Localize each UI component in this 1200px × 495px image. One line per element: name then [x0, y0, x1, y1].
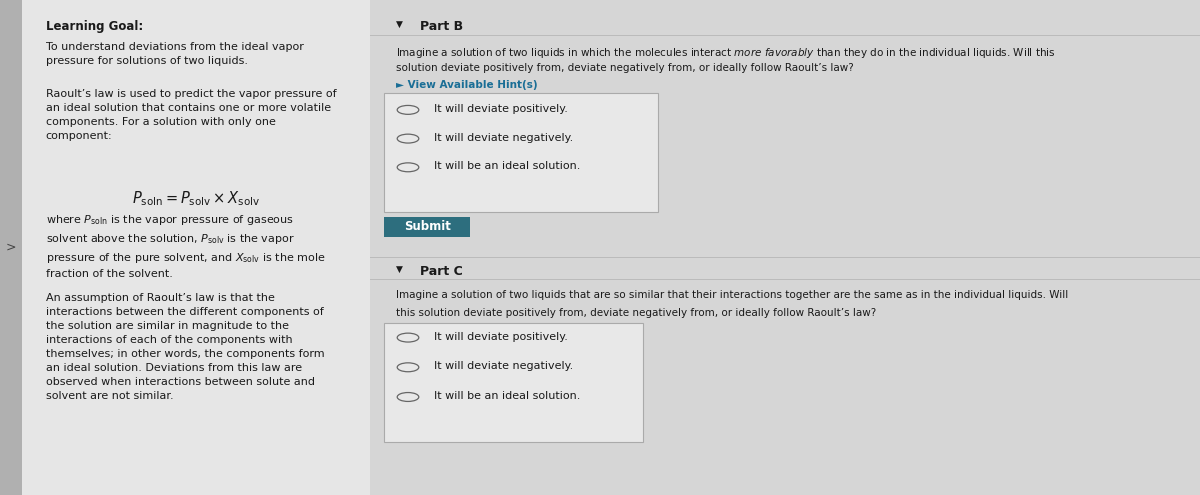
- Text: It will deviate negatively.: It will deviate negatively.: [434, 133, 574, 143]
- Text: It will deviate negatively.: It will deviate negatively.: [434, 361, 574, 371]
- FancyBboxPatch shape: [370, 35, 1200, 36]
- Text: Part C: Part C: [420, 265, 463, 278]
- Text: It will deviate positively.: It will deviate positively.: [434, 332, 569, 342]
- Text: >: >: [6, 241, 16, 254]
- Text: It will be an ideal solution.: It will be an ideal solution.: [434, 391, 581, 401]
- Text: ▼: ▼: [396, 20, 403, 29]
- Text: ▼: ▼: [396, 265, 403, 274]
- Text: It will be an ideal solution.: It will be an ideal solution.: [434, 161, 581, 171]
- Circle shape: [397, 134, 419, 143]
- FancyBboxPatch shape: [370, 279, 1200, 280]
- Text: where $P_{\mathrm{soln}}$ is the vapor pressure of gaseous
solvent above the sol: where $P_{\mathrm{soln}}$ is the vapor p…: [46, 213, 325, 279]
- Text: this solution deviate positively from, deviate negatively from, or ideally follo: this solution deviate positively from, d…: [396, 308, 876, 318]
- Text: ► View Available Hint(s): ► View Available Hint(s): [396, 80, 538, 90]
- Text: Raoult’s law is used to predict the vapor pressure of
an ideal solution that con: Raoult’s law is used to predict the vapo…: [46, 89, 336, 141]
- Circle shape: [397, 105, 419, 114]
- Circle shape: [397, 393, 419, 401]
- Text: solution deviate positively from, deviate negatively from, or ideally follow Rao: solution deviate positively from, deviat…: [396, 63, 853, 73]
- FancyBboxPatch shape: [370, 257, 1200, 258]
- Text: $P_{\mathrm{soln}} = P_{\mathrm{solv}} \times X_{\mathrm{solv}}$: $P_{\mathrm{soln}} = P_{\mathrm{solv}} \…: [132, 189, 259, 208]
- Circle shape: [397, 163, 419, 172]
- FancyBboxPatch shape: [384, 217, 470, 237]
- FancyBboxPatch shape: [384, 93, 658, 212]
- Text: It will deviate positively.: It will deviate positively.: [434, 104, 569, 114]
- Text: Imagine a solution of two liquids in which the molecules interact $\it{more\ fav: Imagine a solution of two liquids in whi…: [396, 46, 1056, 59]
- Circle shape: [397, 363, 419, 372]
- FancyBboxPatch shape: [384, 323, 643, 442]
- Text: To understand deviations from the ideal vapor
pressure for solutions of two liqu: To understand deviations from the ideal …: [46, 42, 304, 66]
- Text: Learning Goal:: Learning Goal:: [46, 20, 143, 33]
- Text: An assumption of Raoult’s law is that the
interactions between the different com: An assumption of Raoult’s law is that th…: [46, 293, 324, 401]
- FancyBboxPatch shape: [0, 0, 22, 495]
- FancyBboxPatch shape: [0, 0, 370, 495]
- FancyBboxPatch shape: [370, 0, 1200, 495]
- Text: Submit: Submit: [403, 220, 451, 233]
- Text: Part B: Part B: [420, 20, 463, 33]
- Circle shape: [397, 333, 419, 342]
- Text: Imagine a solution of two liquids that are so similar that their interactions to: Imagine a solution of two liquids that a…: [396, 290, 1068, 300]
